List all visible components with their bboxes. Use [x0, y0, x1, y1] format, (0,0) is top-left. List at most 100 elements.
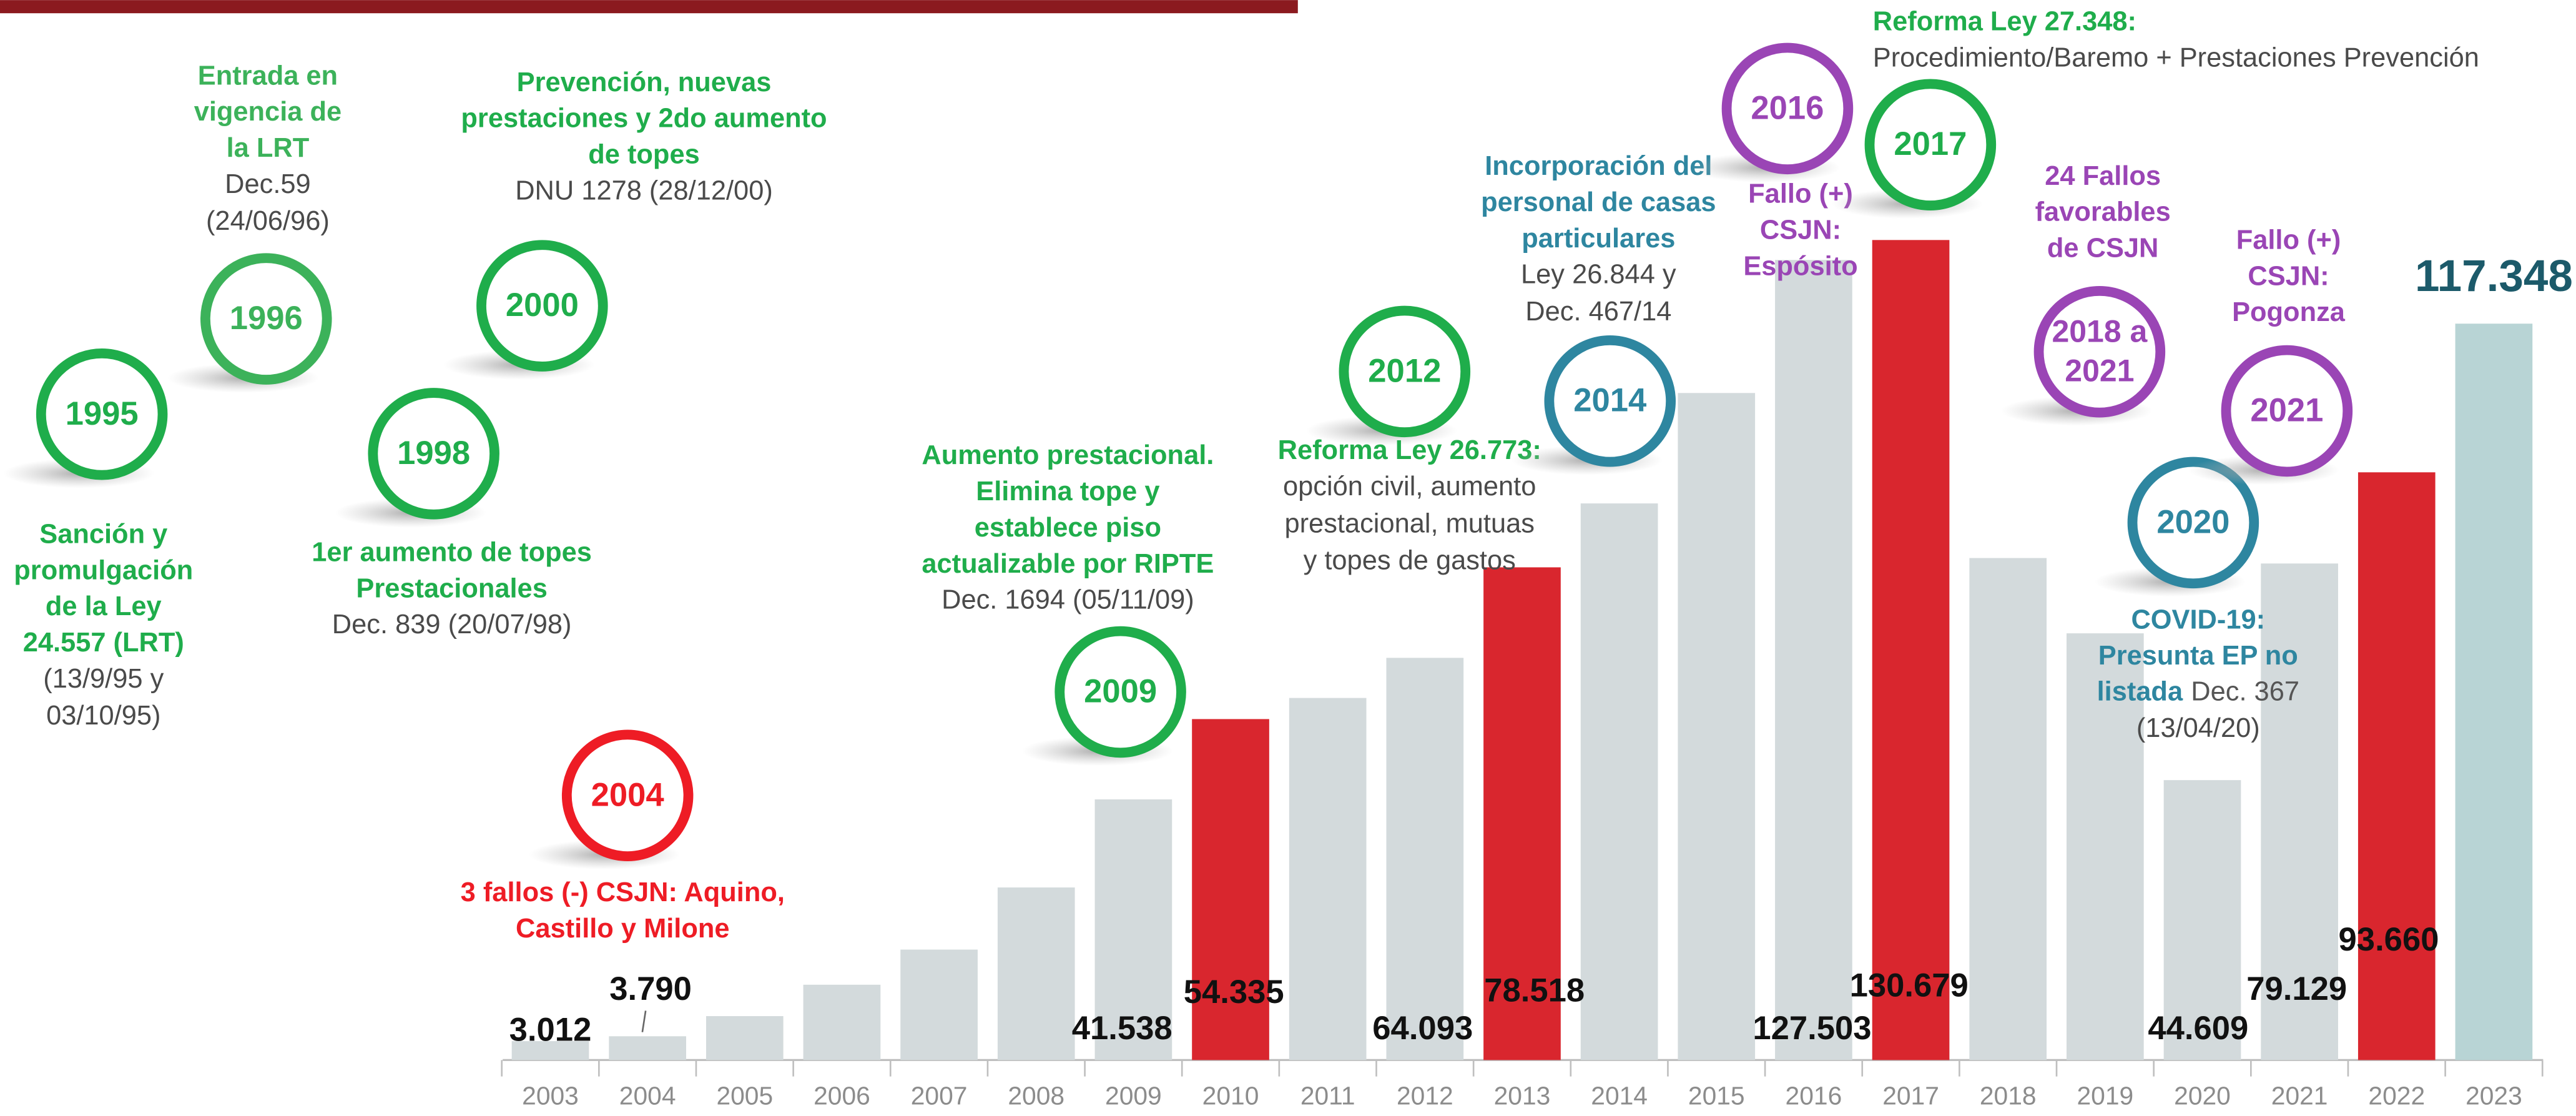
x-tick-label: 2019: [2077, 1082, 2133, 1110]
data-label: 130.679: [1850, 967, 1969, 1004]
bar: [1386, 658, 1464, 1060]
annotation-detail: Dec. 1694 (05/11/09): [941, 585, 1194, 615]
annotation-title: CSJN:: [1760, 215, 1841, 245]
year-label: 2018 a: [2052, 314, 2148, 349]
year-bubble: [1864, 79, 1997, 210]
annotation-detail: Procedimiento/Baremo + Prestaciones Prev…: [1873, 42, 2479, 72]
annotation-title: prestaciones y 2do aumento: [461, 104, 827, 134]
annotation-title: 24.557 (LRT): [23, 628, 184, 658]
x-tick-label: 2015: [1688, 1082, 1745, 1110]
annotation-title: establece piso: [975, 513, 1161, 543]
annotation-title: Elimina tope y: [976, 477, 1159, 506]
annotation-detail: 03/10/95): [46, 701, 160, 731]
year-label: 2014: [1573, 382, 1646, 419]
year-bubble: [476, 240, 608, 372]
x-tick-label: 2007: [911, 1082, 968, 1110]
top-band: [0, 0, 1298, 14]
x-tick-label: 2011: [1300, 1082, 1355, 1110]
annotation-title: CSJN:: [2248, 261, 2329, 291]
year-bubble: [2127, 457, 2259, 589]
x-tick-label: 2013: [1494, 1082, 1551, 1110]
data-label: 44.609: [2148, 1010, 2248, 1047]
annotation-detail: opción civil, aumento: [1283, 472, 1536, 501]
annotation-title: Entrada en: [198, 61, 338, 91]
annotation-title: Pogonza: [2232, 297, 2346, 327]
annotation-title: favorables: [2035, 197, 2171, 227]
bar: [997, 887, 1075, 1060]
annotation-title: Prevención, nuevas: [517, 67, 772, 97]
annotation-title: la LRT: [227, 133, 310, 163]
year-label: 2004: [591, 776, 664, 813]
annotation-title: particulares: [1522, 224, 1675, 254]
bar: [2067, 633, 2144, 1060]
year-label: 1995: [66, 395, 139, 432]
annotation-title: Prestacionales: [356, 573, 547, 603]
year-label: 2000: [506, 287, 579, 323]
x-tick-label: 2023: [2465, 1082, 2522, 1110]
year-bubble: [36, 348, 168, 480]
year-label: 2021: [2065, 353, 2134, 388]
annotation-title: de topes: [588, 140, 699, 170]
annotation-title: de CSJN: [2047, 234, 2159, 264]
data-label: 127.503: [1753, 1010, 1871, 1047]
bar: [1969, 558, 2047, 1060]
data-label: 54.335: [1184, 974, 1284, 1010]
bar: [1483, 567, 1561, 1060]
bar: [2163, 780, 2241, 1060]
annotation-title: 3 fallos (-) CSJN: Aquino,: [461, 877, 785, 907]
bar: [1678, 393, 1756, 1060]
annotation-title: Reforma Ley 26.773:: [1278, 435, 1541, 465]
year-bubble: [561, 729, 694, 861]
data-label: 78.518: [1484, 972, 1585, 1009]
annotation-title: COVID-19:: [2131, 605, 2265, 635]
x-tick-label: 2021: [2271, 1082, 2328, 1110]
annotation-title: Aumento prestacional.: [922, 440, 1214, 470]
x-tick-label: 2010: [1202, 1082, 1259, 1110]
x-tick-label: 2005: [716, 1082, 773, 1110]
x-tick-label: 2009: [1105, 1082, 1162, 1110]
annotation-title: Fallo (+): [2236, 225, 2341, 255]
year-label: 2012: [1368, 352, 1441, 389]
bar: [1580, 503, 1658, 1060]
year-label: 2021: [2250, 392, 2323, 429]
year-bubble: [368, 388, 499, 520]
year-bubble: [200, 253, 332, 385]
bar: [2455, 323, 2533, 1060]
annotation-title: 1er aumento de topes: [312, 537, 592, 567]
data-label: 93.660: [2339, 921, 2439, 958]
x-tick-label: 2014: [1591, 1082, 1648, 1110]
bar: [705, 1016, 784, 1060]
x-tick-label: 2006: [814, 1082, 870, 1110]
year-bubble: [1054, 626, 1186, 758]
data-label: 79.129: [2246, 970, 2347, 1007]
year-bubble: [1544, 335, 1676, 467]
x-tick-label: 2022: [2368, 1082, 2425, 1110]
annotation-title: personal de casas: [1481, 187, 1716, 217]
bar: [609, 1036, 686, 1060]
bar: [2357, 472, 2436, 1060]
annotation-title: promulgación: [14, 555, 193, 585]
bar: [1094, 799, 1172, 1060]
annotation-title: actualizable por RIPTE: [922, 549, 1214, 579]
year-label: 2016: [1751, 89, 1824, 126]
year-label: 1998: [397, 435, 470, 472]
annotation-title: Incorporación del: [1485, 151, 1712, 181]
annotation-title: Castillo y Milone: [516, 914, 729, 944]
bar: [900, 949, 978, 1060]
annotation-detail: DNU 1278 (28/12/00): [515, 175, 773, 205]
x-tick-label: 2017: [1882, 1082, 1939, 1110]
annotation-detail: Dec.59: [225, 169, 311, 199]
annotation-detail: (24/06/96): [206, 206, 330, 236]
year-bubble: [2033, 286, 2166, 418]
year-bubble: [2221, 345, 2353, 477]
annotation-detail: Dec. 839 (20/07/98): [332, 610, 572, 639]
bar: [1192, 719, 1269, 1060]
bar: [1289, 698, 1367, 1060]
bar: [511, 1041, 589, 1060]
annotation-detail: y topes de gastos: [1304, 546, 1516, 576]
data-label: 3.012: [509, 1012, 592, 1049]
x-tick-label: 2003: [522, 1082, 579, 1110]
annotation-detail: Ley 26.844 y: [1521, 260, 1676, 290]
